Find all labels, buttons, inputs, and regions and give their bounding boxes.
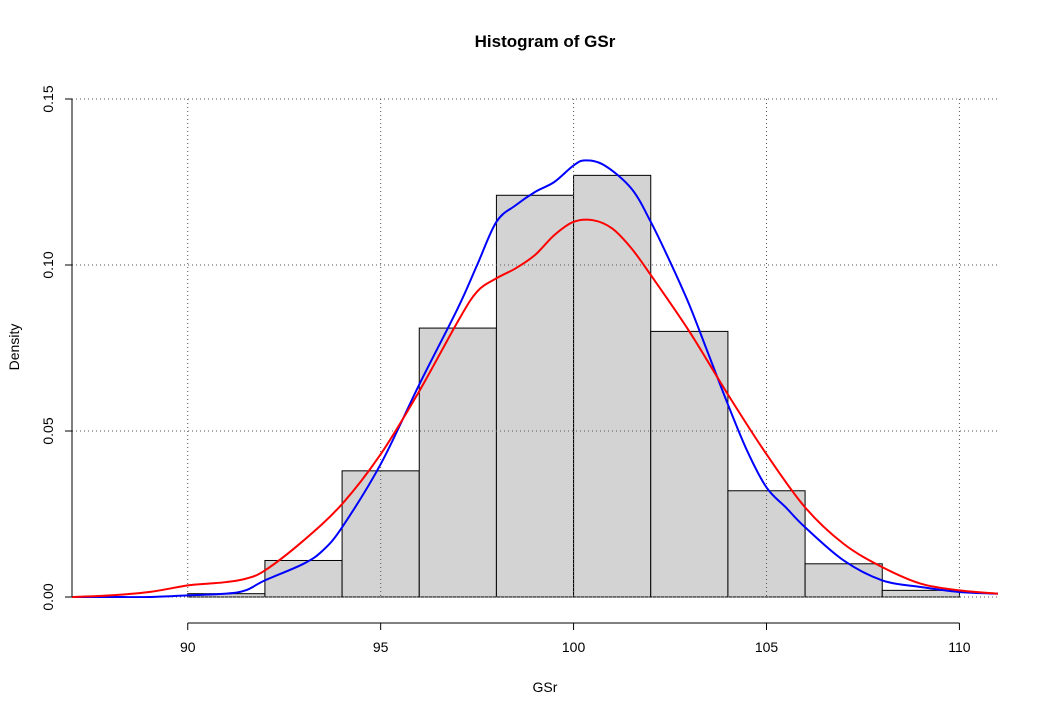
x-tick-label-1: 95 [373,639,389,655]
y-tick-label-0: 0.00 [40,583,56,610]
density-curve-0 [72,159,998,598]
x-axis-label: GSr [533,679,558,695]
histogram-bar-4 [495,194,575,598]
x-tick-label-2: 100 [562,639,586,655]
histogram-bar-3 [418,327,497,598]
y-tick-label-2: 0.10 [40,251,56,278]
y-tick-label-1: 0.05 [40,417,56,444]
histogram-bar-8 [804,563,883,598]
histogram-bars [187,174,960,598]
histogram-bar-1 [264,559,343,598]
x-tick-label-4: 110 [948,639,971,655]
y-tick-label-3: 0.15 [40,85,56,112]
y-axis-label: Density [6,324,22,371]
histogram-bar-5 [573,174,652,598]
x-tick-label-0: 90 [180,639,196,655]
histogram-bar-6 [650,330,729,598]
axes: 90 95 100 105 110 0.00 0.05 0.10 0.15 [40,85,971,655]
grid [72,98,998,598]
x-tick-label-3: 105 [755,639,779,655]
chart-title: Histogram of GSr [475,32,616,51]
density-curve-1 [72,218,998,598]
density-curves [72,159,998,598]
